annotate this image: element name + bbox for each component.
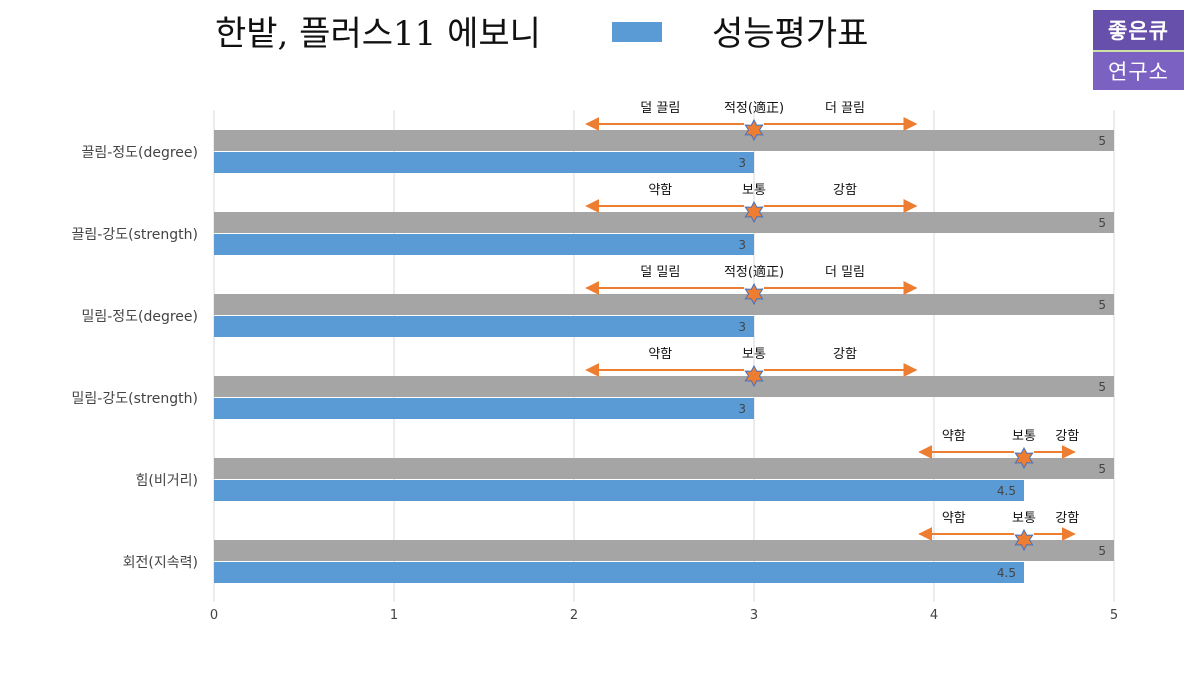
bar-score — [214, 480, 1024, 501]
bar-max — [214, 376, 1114, 397]
star-marker — [744, 364, 764, 388]
bar-score — [214, 234, 754, 255]
star-marker — [1014, 528, 1034, 552]
category-label: 밀림-강도(strength) — [72, 391, 198, 407]
annotation-center: 적정(適正) — [724, 100, 784, 116]
star-marker — [744, 118, 764, 142]
data-label-score: 3 — [738, 402, 746, 416]
x-tick-label: 5 — [1110, 608, 1118, 623]
star-marker — [744, 282, 764, 306]
bar-max — [214, 130, 1114, 151]
data-label-max: 5 — [1098, 544, 1106, 558]
x-tick-label: 3 — [750, 608, 758, 623]
annotation-center: 보통 — [1012, 511, 1036, 526]
bar-score — [214, 316, 754, 337]
category-label: 회전(지속력) — [123, 555, 198, 571]
annotation-center: 보통 — [742, 347, 766, 362]
annotation-center: 보통 — [1012, 429, 1036, 444]
annotation-low: 약함 — [648, 347, 672, 362]
logo-divider — [1093, 50, 1184, 52]
annotation-high: 더 끌림 — [825, 101, 865, 116]
data-label-score: 4.5 — [997, 566, 1016, 580]
x-tick-label: 1 — [390, 608, 398, 623]
star-marker — [1014, 446, 1034, 470]
legend-label: 성능평가표 — [712, 14, 868, 54]
x-tick-label: 4 — [930, 608, 938, 623]
bar-score — [214, 562, 1024, 583]
annotation-low: 덜 끌림 — [640, 101, 680, 116]
x-tick-label: 2 — [570, 608, 578, 623]
annotation-high: 강함 — [1055, 429, 1079, 444]
annotation-high: 강함 — [1055, 511, 1079, 526]
bar-max — [214, 294, 1114, 315]
bar-max — [214, 458, 1114, 479]
data-label-max: 5 — [1098, 462, 1106, 476]
category-label: 끌림-정도(degree) — [81, 145, 198, 161]
chart-title: 한밭, 플러스11 에보니 — [215, 14, 541, 54]
data-label-score: 3 — [738, 238, 746, 252]
annotation-center: 보통 — [742, 183, 766, 198]
logo-line2: 연구소 — [1093, 52, 1184, 90]
annotation-low: 약함 — [942, 429, 966, 444]
bar-max — [214, 212, 1114, 233]
annotation-high: 강함 — [833, 183, 857, 198]
data-label-score: 3 — [738, 156, 746, 170]
data-label-score: 3 — [738, 320, 746, 334]
data-label-max: 5 — [1098, 380, 1106, 394]
data-label-max: 5 — [1098, 216, 1106, 230]
bar-score — [214, 152, 754, 173]
logo: 좋은큐 연구소 — [1093, 10, 1184, 90]
category-label: 힘(비거리) — [136, 473, 198, 489]
category-label: 끌림-강도(strength) — [72, 227, 198, 243]
data-label-score: 4.5 — [997, 484, 1016, 498]
data-label-max: 5 — [1098, 298, 1106, 312]
annotation-high: 더 밀림 — [825, 265, 865, 280]
annotation-center: 적정(適正) — [724, 264, 784, 280]
bar-max — [214, 540, 1114, 561]
annotation-low: 약함 — [648, 183, 672, 198]
logo-line1: 좋은큐 — [1093, 10, 1184, 50]
annotation-high: 강함 — [833, 347, 857, 362]
star-marker — [744, 200, 764, 224]
legend-swatch — [612, 22, 662, 42]
bar-score — [214, 398, 754, 419]
annotation-low: 덜 밀림 — [640, 265, 680, 280]
category-label: 밀림-정도(degree) — [81, 309, 198, 325]
data-label-max: 5 — [1098, 134, 1106, 148]
annotation-low: 약함 — [942, 511, 966, 526]
x-tick-label: 0 — [210, 608, 218, 623]
